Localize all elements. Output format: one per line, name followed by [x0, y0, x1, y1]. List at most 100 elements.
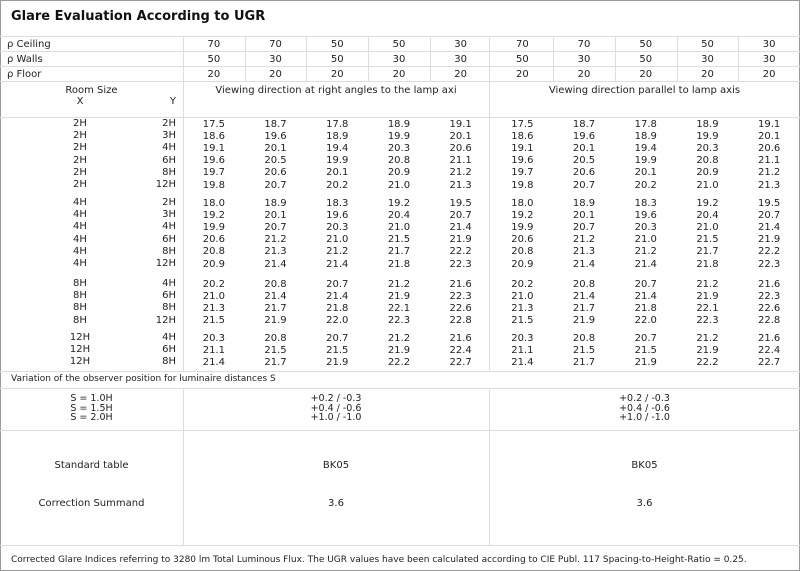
- ugr-value: 19.5: [449, 197, 472, 209]
- reflectance-value: 30: [454, 53, 468, 65]
- ugr-row: 8H 6H 21.0 21.4 21.4 21.9 22.3 21.0 21.4 21.4 21.9…: [0, 290, 800, 302]
- standard-table-parallel: BK05: [631, 460, 658, 471]
- ugr-value: 21.1: [449, 155, 472, 167]
- reflectance-value: 30: [454, 38, 468, 50]
- ugr-value: 18.9: [696, 118, 719, 130]
- ugr-value: 21.7: [387, 246, 411, 258]
- room-y: 2H: [162, 197, 176, 208]
- header-parallel: Viewing direction parallel to lamp axis: [548, 85, 741, 96]
- room-size-cell: 4H 12H: [0, 258, 183, 270]
- ugr-value: 22.4: [449, 344, 472, 356]
- variation-label: Variation of the observer position for l…: [11, 374, 276, 384]
- ugr-value: 20.7: [572, 221, 596, 233]
- ugr-row: 2H 2H 17.5 18.7 17.8 18.9 19.1 17.5 18.7 17.8 18.9…: [0, 118, 800, 130]
- ugr-row: 2H 6H 19.6 20.5 19.9 20.8 21.1 19.6 20.5 19.9 20.8…: [0, 155, 800, 167]
- ugr-value: 22.6: [758, 302, 781, 314]
- ugr-value: 19.8: [511, 179, 534, 191]
- ugr-value: 18.0: [511, 197, 534, 209]
- room-y: 3H: [162, 130, 176, 142]
- ugr-value: 20.7: [758, 209, 781, 221]
- ugr-value: 19.1: [202, 142, 225, 154]
- ugr-value: 21.5: [634, 344, 657, 356]
- room-y: 3H: [162, 209, 176, 221]
- ugr-value: 20.4: [387, 209, 411, 221]
- ugr-value: 21.9: [572, 315, 596, 327]
- ugr-value: 20.1: [572, 209, 596, 221]
- room-x-header: X: [76, 96, 84, 107]
- ugr-value: 21.0: [387, 179, 411, 191]
- ugr-value: 20.1: [326, 167, 349, 179]
- divider: [489, 36, 490, 371]
- ugr-value: 20.1: [449, 130, 472, 142]
- reflectance-value: 70: [515, 38, 529, 50]
- ugr-value: 19.6: [264, 130, 287, 142]
- reflectance-label: ρ Floor: [7, 68, 42, 80]
- room-size-cell: 4H 8H: [0, 246, 183, 258]
- ugr-value: 20.7: [634, 332, 657, 344]
- ugr-value: 19.6: [634, 209, 657, 221]
- reflectance-value: 50: [330, 38, 344, 50]
- ugr-value: 19.1: [758, 118, 781, 130]
- ugr-value: 21.0: [387, 221, 411, 233]
- footer-note: Corrected Glare Indices referring to 328…: [11, 555, 747, 565]
- ugr-row: 8H 8H 21.3 21.7 21.8 22.1 22.6 21.3 21.7 21.8 22.1…: [0, 302, 800, 314]
- ugr-value: 21.4: [758, 221, 781, 233]
- ugr-value: 22.1: [387, 302, 411, 314]
- ugr-value: 19.6: [511, 155, 534, 167]
- divider: [245, 36, 246, 81]
- ugr-value: 21.3: [511, 302, 534, 314]
- ugr-value: 21.5: [326, 344, 349, 356]
- reflectance-value: 50: [330, 53, 344, 65]
- ugr-value: 20.7: [572, 179, 596, 191]
- ugr-value: 18.9: [326, 130, 349, 142]
- room-y: 12H: [155, 258, 176, 269]
- ugr-value: 19.9: [326, 155, 349, 167]
- variation-parallel: +1.0 / -1.0: [619, 412, 670, 423]
- ugr-row: 4H 3H 19.2 20.1 19.6 20.4 20.7 19.2 20.1 19.6 20.4…: [0, 209, 800, 221]
- ugr-value: 21.2: [572, 234, 596, 246]
- ugr-value: 20.1: [572, 142, 596, 154]
- room-size-cell: 8H 12H: [0, 315, 183, 327]
- ugr-value: 21.4: [572, 290, 596, 302]
- ugr-value: 19.7: [511, 167, 534, 179]
- ugr-value: 21.7: [572, 356, 596, 368]
- ugr-value: 21.2: [264, 234, 287, 246]
- ugr-value: 21.9: [387, 344, 411, 356]
- ugr-value: 18.6: [202, 130, 225, 142]
- ugr-value: 21.9: [264, 315, 287, 327]
- room-y: 6H: [162, 233, 176, 245]
- reflectance-row: ρ Walls 50 30 50 30 30 50 30 50 30 30: [0, 52, 800, 66]
- ugr-value: 20.6: [758, 142, 781, 154]
- room-size-cell: 4H 2H: [0, 197, 183, 209]
- room-size-cell: 8H 8H: [0, 302, 183, 314]
- ugr-value: 20.1: [758, 130, 781, 142]
- divider: [0, 430, 800, 431]
- ugr-value: 21.1: [758, 155, 781, 167]
- reflectance-value: 20: [762, 68, 776, 80]
- ugr-value: 21.5: [511, 315, 534, 327]
- ugr-value: 20.7: [264, 221, 287, 233]
- ugr-value: 21.3: [758, 179, 781, 191]
- ugr-value: 21.0: [696, 221, 719, 233]
- ugr-value: 21.4: [326, 290, 349, 302]
- room-size-cell: 2H 8H: [0, 167, 183, 179]
- ugr-value: 19.6: [572, 130, 596, 142]
- reflectance-value: 20: [454, 68, 468, 80]
- divider: [615, 36, 616, 81]
- ugr-row: 8H 4H 20.2 20.8 20.7 21.2 21.6 20.2 20.8 20.7 21.2…: [0, 278, 800, 290]
- ugr-value: 21.4: [326, 258, 349, 270]
- ugr-value: 21.6: [449, 278, 472, 290]
- divider: [553, 36, 554, 81]
- variation-parallel: +0.4 / -0.6: [619, 402, 670, 414]
- reflectance-value: 20: [701, 68, 714, 80]
- ugr-value: 17.8: [326, 118, 349, 130]
- room-y: 6H: [162, 290, 176, 302]
- ugr-value: 19.9: [511, 221, 534, 233]
- room-x: 8H: [73, 302, 87, 314]
- ugr-value: 20.6: [511, 234, 534, 246]
- room-size-cell: 8H 6H: [0, 290, 183, 302]
- ugr-value: 22.3: [449, 290, 472, 302]
- ugr-value: 21.1: [202, 344, 225, 356]
- room-size-cell: 8H 4H: [0, 278, 183, 290]
- reflectance-value: 50: [515, 53, 529, 65]
